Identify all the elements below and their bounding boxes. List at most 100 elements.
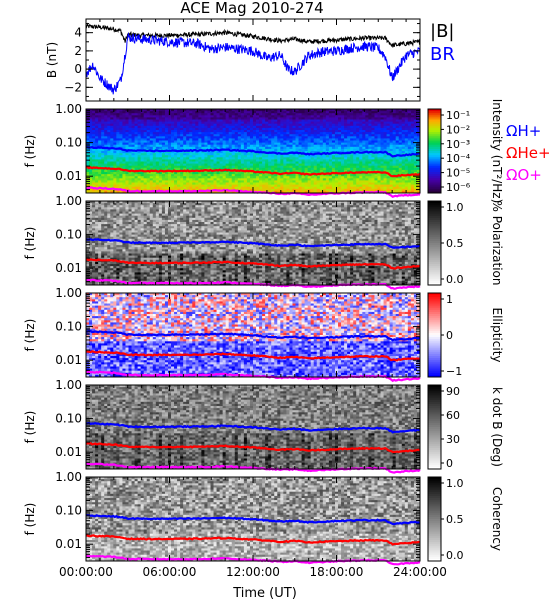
heatmap-cell xyxy=(389,184,394,188)
heatmap-cell xyxy=(137,134,142,137)
heatmap-cell xyxy=(262,159,266,162)
heatmap-cell xyxy=(344,165,348,169)
heatmap-cell xyxy=(395,144,400,148)
heatmap-cell xyxy=(319,161,324,164)
heatmap-cell xyxy=(246,115,251,118)
heatmap-cell xyxy=(331,159,336,162)
heatmap-cell xyxy=(134,109,139,112)
heatmap-cell xyxy=(274,115,278,118)
heatmap-cell xyxy=(383,161,387,164)
heatmap-cell xyxy=(365,144,369,148)
heatmap-cell xyxy=(125,153,129,156)
heatmap-cell xyxy=(249,174,254,177)
heatmap-cell xyxy=(225,130,230,133)
heatmap-cell xyxy=(280,119,284,122)
heatmap-cell xyxy=(119,182,123,185)
heatmap-cell xyxy=(195,119,199,122)
heatmap-cell xyxy=(410,169,415,173)
heatmap-cell xyxy=(313,138,318,141)
heatmap-cell xyxy=(128,125,132,129)
heatmap-cell xyxy=(119,127,123,131)
heatmap-cell xyxy=(289,121,293,125)
heatmap-cell xyxy=(310,159,315,162)
heatmap-cell xyxy=(386,176,391,179)
heatmap-cell xyxy=(110,178,114,181)
heatmap-cell xyxy=(131,165,135,169)
heatmap-cell xyxy=(228,134,233,137)
heatmap-cell xyxy=(158,142,163,146)
heatmap-cell xyxy=(222,165,227,169)
heatmap-cell xyxy=(325,132,330,135)
heatmap-cell xyxy=(122,155,126,158)
heatmap-cell xyxy=(289,142,293,146)
heatmap-cell xyxy=(410,134,415,137)
heatmap-cell xyxy=(401,113,406,116)
heatmap-cell xyxy=(143,159,148,162)
heatmap-cell xyxy=(198,184,202,188)
heatmap-cell xyxy=(89,184,93,188)
heatmap-cell xyxy=(310,188,315,192)
heatmap-cell xyxy=(410,127,415,131)
heatmap-cell xyxy=(113,144,117,148)
heatmap-cell xyxy=(407,176,412,179)
heatmap-cell xyxy=(334,153,339,156)
heatmap-cell xyxy=(186,184,190,188)
heatmap-cell xyxy=(298,140,302,143)
heatmap-cell xyxy=(167,138,172,141)
heatmap-cell xyxy=(344,123,348,127)
heatmap-cell xyxy=(125,121,129,125)
heatmap-cell xyxy=(116,111,120,114)
heatmap-cell xyxy=(328,127,333,131)
heatmap-cell xyxy=(310,119,315,122)
heatmap-cell xyxy=(374,169,378,173)
heatmap-cell xyxy=(189,140,193,143)
heatmap-cell xyxy=(222,127,227,131)
heatmap-cell xyxy=(392,146,397,150)
heatmap-cell xyxy=(222,161,227,164)
heatmap-cell xyxy=(368,188,372,192)
heatmap-cell xyxy=(228,163,233,167)
heatmap-cell xyxy=(216,125,220,129)
heatmap-cell xyxy=(116,109,120,112)
heatmap-cell xyxy=(107,178,111,181)
heatmap-cell xyxy=(347,184,351,188)
heatmap-cell xyxy=(143,127,148,131)
heatmap-cell xyxy=(310,130,315,133)
heatmap-cell xyxy=(307,144,312,148)
heatmap-cell xyxy=(189,176,193,179)
heatmap-cell xyxy=(101,109,105,112)
heatmap-cell xyxy=(380,138,384,141)
heatmap-cell xyxy=(95,182,99,185)
heatmap-cell xyxy=(201,163,205,167)
heatmap-cell xyxy=(167,146,172,150)
heatmap-cell xyxy=(307,115,312,118)
heatmap-cell xyxy=(234,132,239,135)
heatmap-cell xyxy=(164,138,169,141)
heatmap-cell xyxy=(237,113,242,116)
heatmap-cell xyxy=(256,146,260,150)
heatmap-cell xyxy=(395,172,400,175)
heatmap-cell xyxy=(322,111,327,114)
heatmap-cell xyxy=(140,178,145,181)
heatmap-cell xyxy=(407,167,412,171)
heatmap-cell xyxy=(350,134,354,137)
heatmap-cell xyxy=(362,140,366,143)
heatmap-cell xyxy=(310,132,315,135)
heatmap-cell xyxy=(155,132,160,135)
heatmap-cell xyxy=(316,165,321,169)
heatmap-cell xyxy=(377,119,381,122)
heatmap-cell xyxy=(380,148,384,152)
heatmap-cell xyxy=(313,140,318,143)
heatmap-cell xyxy=(386,161,391,164)
heatmap-cell xyxy=(328,109,333,112)
heatmap-cell xyxy=(365,174,369,177)
heatmap-cell xyxy=(413,130,418,133)
heatmap-cell xyxy=(213,140,217,143)
heatmap-cell xyxy=(325,140,330,143)
heatmap-cell xyxy=(131,111,135,114)
heatmap-cell xyxy=(362,153,366,156)
heatmap-cell xyxy=(210,146,214,150)
heatmap-cell xyxy=(341,140,345,143)
heatmap-cell xyxy=(228,167,233,171)
heatmap-cell xyxy=(268,142,272,146)
